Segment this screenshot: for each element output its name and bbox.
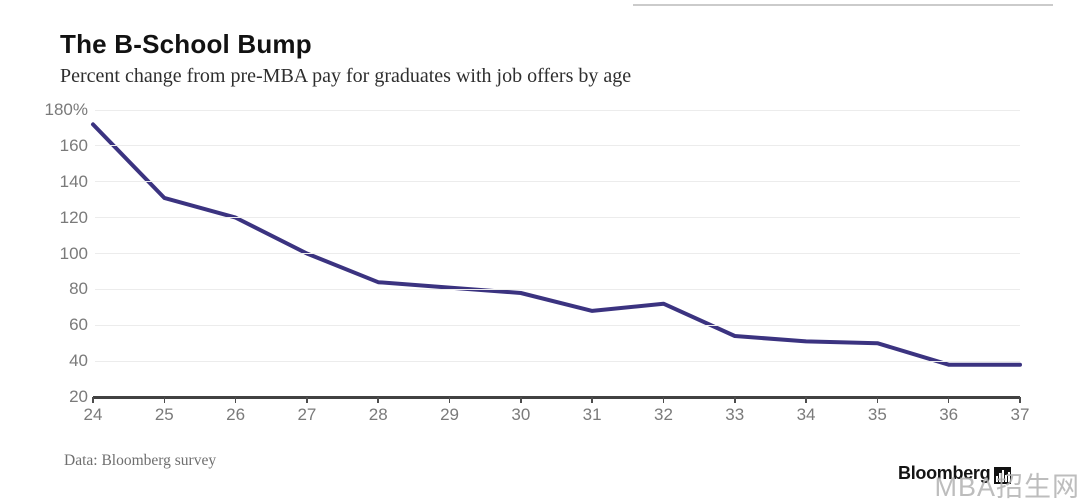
x-axis-label: 35 (867, 405, 887, 424)
gridline (95, 288, 1020, 290)
y-axis-label: 80 (69, 279, 88, 299)
x-axis-label: 29 (440, 405, 459, 424)
x-axis-tick (1019, 397, 1021, 403)
bloomberg-logo-text: Bloomberg (898, 463, 991, 483)
y-axis-label: 20 (69, 387, 88, 406)
x-axis-tick (805, 397, 807, 403)
x-axis-tick (876, 397, 879, 403)
bloomberg-logo-bars-icon (994, 467, 1012, 484)
x-axis-label: 28 (368, 405, 388, 424)
x-axis-label: 37 (1010, 405, 1030, 424)
x-axis-tick (234, 397, 237, 403)
gridline (95, 181, 1020, 183)
top-border-line (633, 4, 1053, 6)
y-axis-label: 40 (69, 351, 88, 371)
chart-title: The B-School Bump (60, 29, 312, 59)
y-axis-label: 160 (59, 135, 88, 155)
x-axis-tick (306, 397, 308, 403)
x-axis-label: 34 (796, 405, 816, 424)
y-axis-label: 180% (44, 100, 88, 119)
x-axis-tick (92, 397, 94, 403)
bloomberg-logo: Bloomberg (898, 463, 1012, 484)
gridline (95, 217, 1020, 219)
x-axis-tick (448, 397, 451, 403)
gridline (95, 360, 1020, 362)
x-axis-label: 24 (83, 405, 103, 424)
gridline (95, 109, 1020, 111)
x-axis-tick (947, 397, 950, 403)
x-axis-tick (662, 397, 665, 403)
x-axis-tick (591, 397, 593, 403)
x-axis-label: 31 (582, 405, 602, 424)
x-axis-label: 25 (154, 405, 174, 424)
trend-line (91, 122, 1022, 367)
x-axis-label: 30 (511, 405, 531, 424)
x-axis-label: 27 (297, 405, 317, 424)
y-axis-label: 140 (59, 171, 88, 191)
x-axis-tick (377, 397, 379, 403)
x-axis-tick (163, 397, 166, 403)
x-axis-tick (734, 397, 736, 403)
x-axis-label: 33 (725, 405, 745, 424)
x-axis-label: 32 (653, 405, 673, 424)
y-axis-label: 120 (59, 207, 88, 227)
gridline (95, 324, 1020, 326)
chart-subtitle: Percent change from pre-MBA pay for grad… (60, 65, 632, 87)
watermark: MBA招生网 (934, 472, 1080, 502)
x-axis-line (93, 396, 1020, 399)
x-axis-label: 36 (939, 405, 959, 424)
source-note: Data: Bloomberg survey (64, 452, 217, 469)
gridline (95, 253, 1020, 254)
x-axis-tick (520, 397, 522, 403)
y-axis-label: 100 (59, 243, 88, 263)
y-axis-label: 60 (69, 315, 88, 335)
gridline (95, 145, 1020, 147)
x-axis-label: 26 (226, 405, 246, 424)
